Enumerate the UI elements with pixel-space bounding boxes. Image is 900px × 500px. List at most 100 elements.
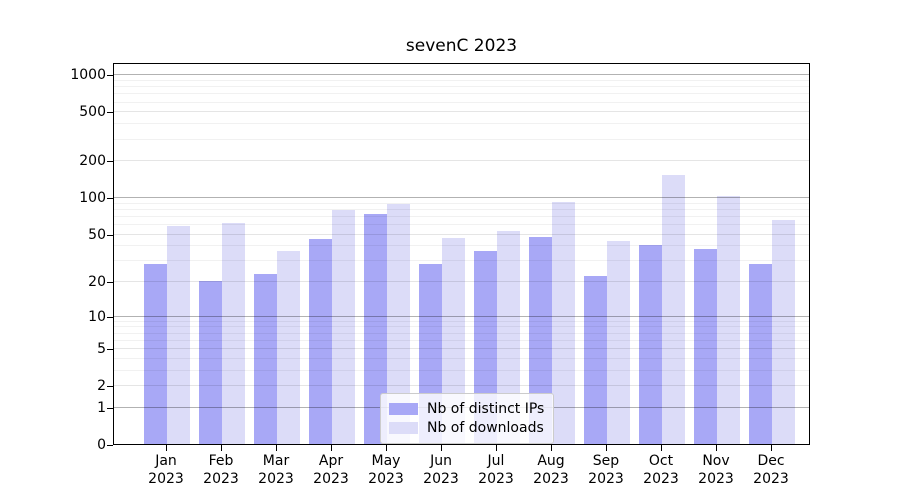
y-tick-mark-1000 [107, 75, 113, 76]
x-tick-mark-sep [606, 445, 607, 451]
x-tick-mark-oct [661, 445, 662, 451]
y-tick-label-5: 5 [97, 341, 106, 357]
x-tick-year: 2023 [313, 471, 349, 487]
gridline-300 [114, 139, 809, 140]
x-tick-label-jul: Jul 2023 [466, 452, 526, 488]
gridline-70 [114, 216, 809, 217]
x-tick-year: 2023 [643, 471, 679, 487]
y-tick-label-2: 2 [97, 378, 106, 394]
bar-downloads-nov [717, 196, 740, 444]
gridline-600 [114, 102, 809, 103]
x-tick-month: Feb [208, 453, 234, 469]
gridline-1000 [114, 74, 809, 75]
x-tick-mark-jul [496, 445, 497, 451]
gridline-6 [114, 340, 809, 341]
bar-distinct-ips-nov [694, 249, 717, 444]
bar-downloads-sep [607, 241, 630, 444]
y-tick-mark-200 [107, 161, 113, 162]
x-tick-label-jan: Jan 2023 [136, 452, 196, 488]
y-tick-label-50: 50 [88, 227, 106, 243]
gridline-200 [114, 160, 809, 161]
x-tick-year: 2023 [203, 471, 239, 487]
bar-downloads-feb [222, 223, 245, 444]
bar-distinct-ips-dec [749, 264, 772, 444]
gridline-400 [114, 123, 809, 124]
gridline-10 [114, 316, 809, 317]
chart-title: sevenC 2023 [405, 36, 518, 56]
bar-distinct-ips-oct [639, 245, 662, 444]
x-tick-month: Mar [262, 453, 290, 469]
bar-distinct-ips-may [364, 214, 387, 444]
legend-item-distinct-ips: Nb of distinct IPs [389, 400, 544, 418]
x-tick-mark-aug [551, 445, 552, 451]
gridline-80 [114, 209, 809, 210]
legend-swatch-distinct-ips [389, 403, 418, 415]
gridline-500 [114, 111, 809, 112]
legend-item-downloads: Nb of downloads [389, 419, 544, 437]
x-tick-year: 2023 [478, 471, 514, 487]
y-tick-label-1: 1 [97, 400, 106, 416]
gridline-30 [114, 260, 809, 261]
x-tick-label-sep: Sep 2023 [576, 452, 636, 488]
bar-distinct-ips-mar [254, 274, 277, 444]
x-tick-month: Jun [430, 453, 452, 469]
y-tick-mark-20 [107, 282, 113, 283]
y-tick-label-200: 200 [79, 153, 106, 169]
x-tick-mark-jun [441, 445, 442, 451]
bar-downloads-apr [332, 210, 355, 444]
x-tick-mark-apr [331, 445, 332, 451]
y-tick-mark-10 [107, 317, 113, 318]
y-tick-mark-100 [107, 198, 113, 199]
bar-downloads-jan [167, 226, 190, 444]
y-tick-mark-500 [107, 112, 113, 113]
x-tick-mark-mar [276, 445, 277, 451]
bar-downloads-may [387, 204, 410, 444]
x-tick-label-nov: Nov 2023 [686, 452, 746, 488]
x-tick-month: Dec [757, 453, 785, 469]
x-tick-month: Oct [648, 453, 674, 469]
gridline-60 [114, 224, 809, 225]
x-tick-year: 2023 [588, 471, 624, 487]
x-tick-month: Aug [537, 453, 565, 469]
gridline-7 [114, 333, 809, 334]
gridline-20 [114, 281, 809, 282]
bar-downloads-jun [442, 238, 465, 444]
y-tick-label-10: 10 [88, 309, 106, 325]
y-tick-label-500: 500 [79, 104, 106, 120]
gridline-3 [114, 370, 809, 371]
x-tick-month: May [371, 453, 401, 469]
x-tick-year: 2023 [148, 471, 184, 487]
x-tick-mark-feb [221, 445, 222, 451]
gridline-100 [114, 197, 809, 198]
x-tick-year: 2023 [368, 471, 404, 487]
y-tick-mark-50 [107, 235, 113, 236]
y-tick-mark-1 [107, 408, 113, 409]
bar-distinct-ips-feb [199, 281, 222, 444]
x-tick-year: 2023 [258, 471, 294, 487]
gridline-8 [114, 326, 809, 327]
x-tick-label-may: May 2023 [356, 452, 416, 488]
x-tick-year: 2023 [698, 471, 734, 487]
plot-area: Nb of distinct IPs Nb of downloads [113, 63, 810, 445]
x-tick-year: 2023 [423, 471, 459, 487]
x-tick-label-feb: Feb 2023 [191, 452, 251, 488]
x-tick-month: Jul [487, 453, 505, 469]
gridline-5 [114, 348, 809, 349]
y-tick-mark-2 [107, 386, 113, 387]
y-tick-mark-5 [107, 349, 113, 350]
legend: Nb of distinct IPs Nb of downloads [380, 393, 555, 444]
bar-downloads-oct [662, 175, 685, 444]
x-tick-label-oct: Oct 2023 [631, 452, 691, 488]
x-tick-label-jun: Jun 2023 [411, 452, 471, 488]
gridline-800 [114, 86, 809, 87]
bar-downloads-jul [497, 231, 520, 444]
bar-distinct-ips-jan [144, 264, 167, 444]
y-tick-label-1000: 1000 [70, 67, 106, 83]
x-tick-mark-nov [716, 445, 717, 451]
x-tick-label-dec: Dec 2023 [741, 452, 801, 488]
legend-swatch-downloads [389, 422, 418, 434]
x-tick-year: 2023 [753, 471, 789, 487]
gridline-50 [114, 234, 809, 235]
bar-distinct-ips-apr [309, 239, 332, 444]
